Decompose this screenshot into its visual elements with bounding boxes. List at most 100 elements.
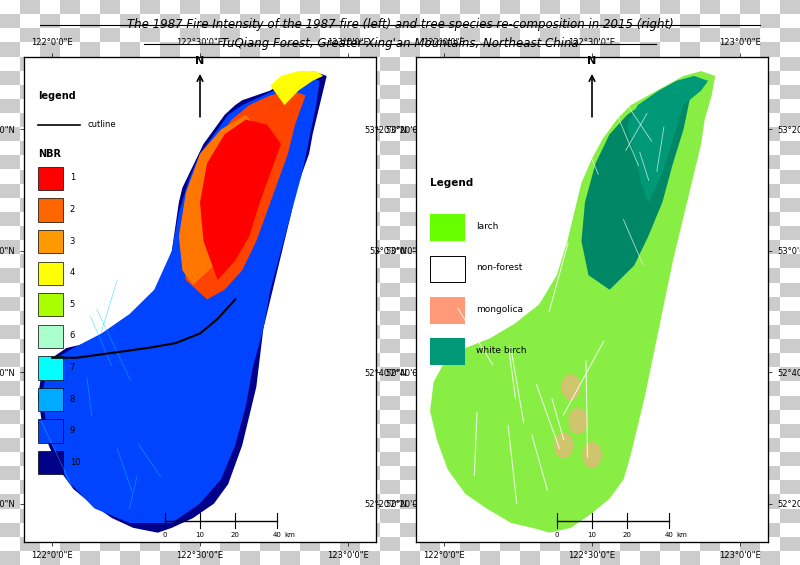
Bar <box>60 0 80 14</box>
Text: km: km <box>677 532 687 537</box>
Bar <box>100 508 120 523</box>
Bar <box>0 170 20 184</box>
Bar <box>380 339 400 353</box>
Bar <box>580 71 600 85</box>
Bar <box>700 508 720 523</box>
Bar <box>160 494 180 508</box>
Bar <box>340 311 360 325</box>
Bar <box>760 452 780 466</box>
Bar <box>180 480 200 494</box>
Bar <box>200 28 220 42</box>
Bar <box>660 551 680 565</box>
Bar <box>360 85 380 99</box>
Bar <box>720 184 740 198</box>
Bar <box>60 113 80 127</box>
Bar <box>400 311 420 325</box>
Bar <box>480 282 500 297</box>
Bar <box>500 212 520 226</box>
Bar <box>320 254 340 268</box>
Bar <box>760 99 780 113</box>
Bar <box>620 42 640 57</box>
FancyBboxPatch shape <box>38 357 62 380</box>
Bar <box>520 466 540 480</box>
Bar <box>760 71 780 85</box>
Bar <box>100 240 120 254</box>
Bar <box>780 508 800 523</box>
Bar <box>300 551 320 565</box>
Bar <box>440 551 460 565</box>
Bar <box>240 212 260 226</box>
Bar <box>220 0 240 14</box>
Bar <box>460 240 480 254</box>
Bar <box>760 466 780 480</box>
Bar <box>280 14 300 28</box>
Bar <box>540 311 560 325</box>
Bar <box>100 184 120 198</box>
Bar <box>640 282 660 297</box>
Bar <box>700 42 720 57</box>
Bar <box>400 282 420 297</box>
Bar <box>600 127 620 141</box>
Bar <box>720 466 740 480</box>
Bar <box>140 396 160 410</box>
Bar <box>500 127 520 141</box>
Bar <box>640 381 660 395</box>
Bar <box>60 452 80 466</box>
Bar <box>300 494 320 508</box>
Bar <box>220 480 240 494</box>
Bar <box>560 141 580 155</box>
Bar <box>580 367 600 381</box>
Bar <box>580 339 600 353</box>
Bar <box>640 508 660 523</box>
Bar <box>660 226 680 240</box>
Bar <box>140 99 160 113</box>
Bar <box>600 254 620 268</box>
Bar <box>440 42 460 57</box>
Bar <box>640 127 660 141</box>
Bar <box>560 113 580 127</box>
Bar <box>740 367 760 381</box>
Bar <box>100 381 120 395</box>
Bar <box>460 353 480 367</box>
Bar <box>80 297 100 311</box>
Text: TuQiang Forest, Greater Xing'an Mountains, Northeast China: TuQiang Forest, Greater Xing'an Mountain… <box>221 37 579 50</box>
Bar <box>720 14 740 28</box>
Bar <box>240 28 260 42</box>
Bar <box>380 353 400 367</box>
Bar <box>260 396 280 410</box>
Bar <box>560 466 580 480</box>
Bar <box>180 254 200 268</box>
Bar <box>320 480 340 494</box>
Bar <box>700 254 720 268</box>
Bar <box>300 297 320 311</box>
Bar <box>20 226 40 240</box>
Bar <box>720 170 740 184</box>
Bar <box>780 396 800 410</box>
Bar <box>180 71 200 85</box>
Bar <box>780 311 800 325</box>
Bar <box>140 466 160 480</box>
Bar <box>220 282 240 297</box>
Bar <box>340 56 360 71</box>
Bar <box>120 226 140 240</box>
Bar <box>720 551 740 565</box>
Bar <box>520 494 540 508</box>
Bar <box>380 367 400 381</box>
Bar <box>420 282 440 297</box>
Bar <box>500 254 520 268</box>
Bar <box>80 56 100 71</box>
Bar <box>720 339 740 353</box>
Bar <box>300 155 320 169</box>
Bar <box>80 240 100 254</box>
Bar <box>220 410 240 424</box>
Bar <box>760 297 780 311</box>
Bar <box>760 480 780 494</box>
Bar <box>200 268 220 282</box>
Bar <box>300 141 320 155</box>
Bar <box>680 212 700 226</box>
Bar <box>680 367 700 381</box>
Bar <box>700 113 720 127</box>
Bar <box>340 0 360 14</box>
Bar <box>400 56 420 71</box>
Bar <box>360 396 380 410</box>
